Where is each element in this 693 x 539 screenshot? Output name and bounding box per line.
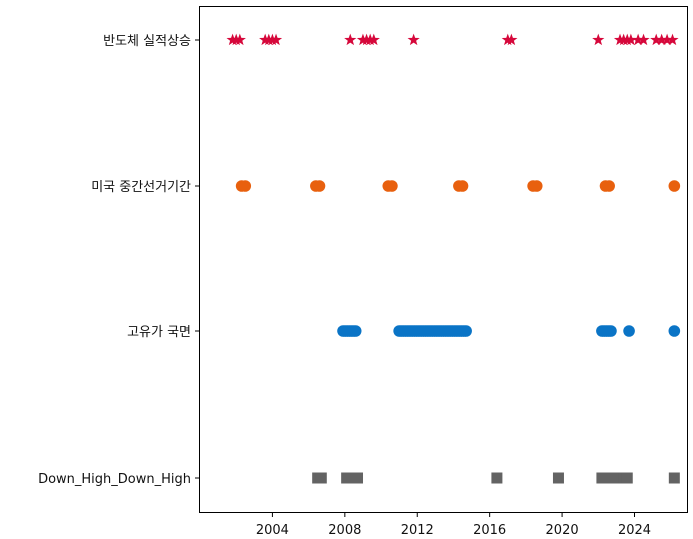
data-point-square [491,472,503,484]
x-tick-label: 2020 [546,523,579,538]
data-point-circle [239,180,252,192]
data-point-circle [530,180,543,192]
y-tick-label: Down_High_Down_High [38,472,191,487]
x-tick-label: 2012 [401,523,434,538]
data-point-square [621,472,633,484]
data-point-star [666,33,679,46]
data-point-star [650,33,663,46]
plot-frame [199,6,688,513]
data-point-circle [313,180,326,192]
series-2-points [337,325,681,337]
data-point-circle [386,180,398,192]
data-point-star [655,33,668,46]
data-point-circle [668,325,681,337]
data-point-square [315,472,327,484]
series-3-points [312,472,680,484]
x-tick-label: 2024 [618,523,651,538]
data-point-circle [623,325,635,337]
y-tick-label: 미국 중간선거기간 [91,180,191,195]
data-point-star [367,33,380,46]
data-point-circle [603,180,615,192]
data-point-circle [605,325,617,337]
data-point-square [668,472,680,484]
data-point-star [269,33,283,46]
data-point-square [552,472,564,484]
data-point-circle [349,325,362,337]
series-1-points [235,180,681,192]
x-tick-label: 2004 [256,523,289,538]
data-marks [226,33,681,484]
data-point-circle [668,180,681,192]
x-tick-label: 2016 [473,523,506,538]
data-point-star [637,33,650,46]
data-point-star [624,33,637,46]
data-point-star [661,33,674,46]
data-point-circle [456,180,469,192]
data-point-star [407,33,420,46]
data-point-star [632,33,645,46]
y-tick-label: 반도체 실적상승 [103,34,191,49]
data-point-star [592,33,605,46]
series-0-points [226,33,679,46]
data-point-star [344,33,357,46]
y-tick-label: 고유가 국면 [127,325,191,340]
data-point-star [505,33,518,46]
x-axis: 2004 2008 2012 2016 2020 2024 [256,512,651,538]
x-tick-label: 2008 [328,523,361,538]
data-point-circle [460,325,472,337]
data-point-square [352,472,364,484]
data-point-star [233,33,246,46]
